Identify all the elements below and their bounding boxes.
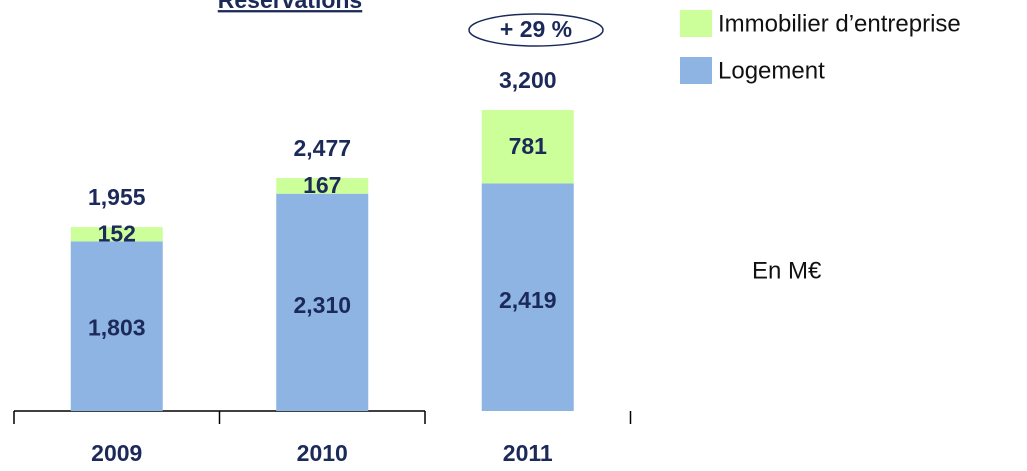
legend-label: Logement	[718, 57, 825, 84]
annotation-ellipse	[468, 13, 604, 47]
bar-segment	[481, 110, 574, 184]
total-label: 2,477	[293, 135, 351, 161]
x-tick-label: 2011	[503, 440, 553, 466]
unit-note: En M€	[752, 257, 822, 284]
bar-segment	[481, 183, 574, 411]
value-label: 167	[303, 172, 341, 198]
bar-segment	[276, 178, 369, 194]
value-label: 1,803	[88, 315, 146, 341]
x-tick-label: 2009	[91, 440, 142, 466]
bar-segment	[70, 227, 163, 242]
x-tick-label: 2010	[297, 440, 348, 466]
legend-swatch	[680, 10, 712, 37]
annotation: + 29 %	[500, 16, 572, 42]
chart-title: Réservations	[218, 0, 362, 13]
value-label: 152	[98, 220, 136, 246]
value-label: 2,310	[293, 292, 351, 318]
legend-label: Immobilier d’entreprise	[718, 10, 961, 37]
total-label: 1,955	[88, 184, 146, 210]
total-label: 3,200	[499, 67, 557, 93]
value-label: 2,419	[499, 287, 557, 313]
bar-segment	[276, 193, 369, 411]
value-label: 781	[509, 133, 548, 159]
legend-swatch	[680, 57, 712, 84]
bar-segment	[70, 241, 163, 411]
